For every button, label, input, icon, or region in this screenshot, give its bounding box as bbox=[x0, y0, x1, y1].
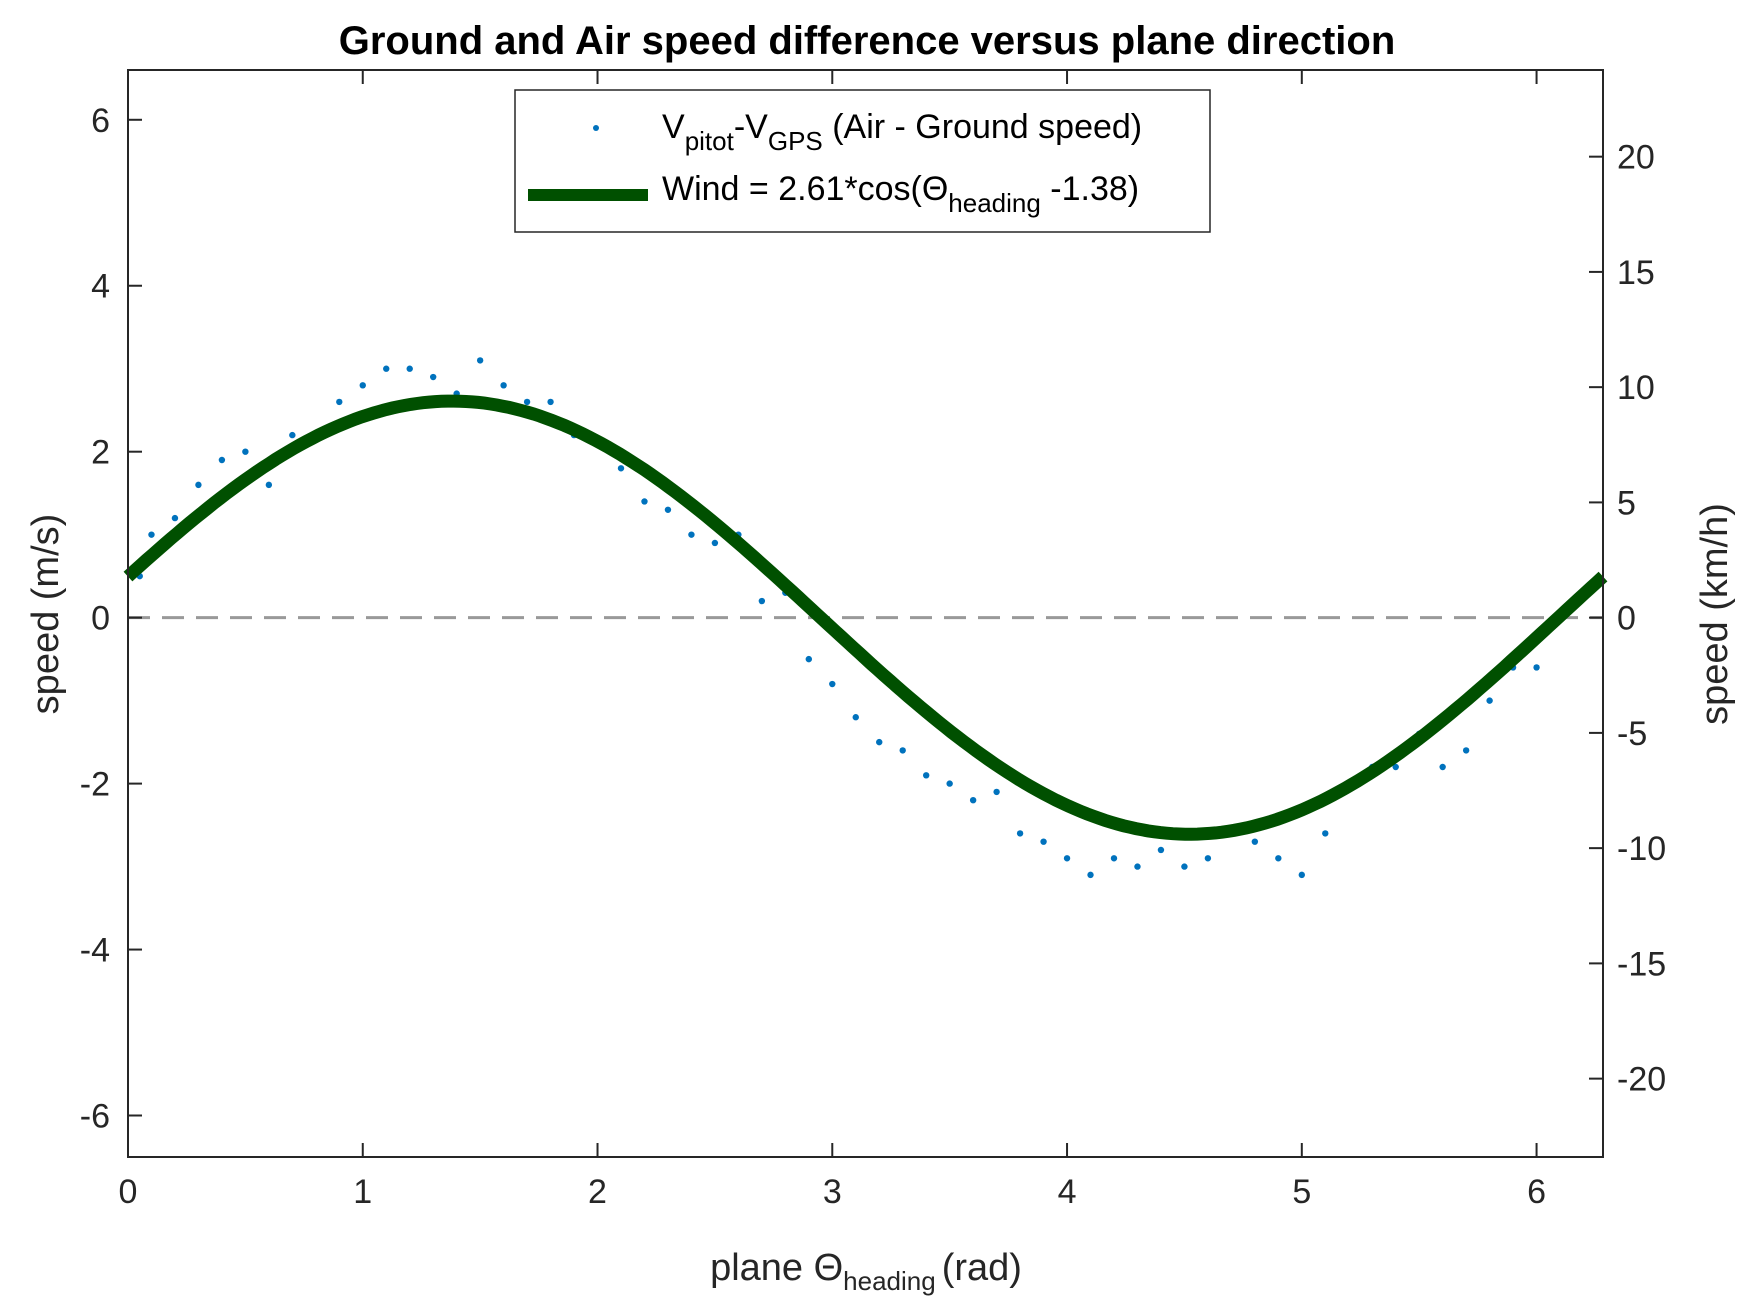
data-point bbox=[711, 539, 719, 547]
legend-marker-scatter bbox=[593, 125, 599, 131]
data-point bbox=[265, 481, 273, 489]
data-point bbox=[1204, 855, 1212, 862]
data-point bbox=[922, 772, 930, 779]
data-point bbox=[946, 780, 953, 787]
data-point bbox=[805, 655, 813, 663]
data-point bbox=[1110, 855, 1118, 862]
x-tick-label: 2 bbox=[588, 1173, 607, 1211]
x-tick-label: 5 bbox=[1292, 1173, 1311, 1211]
x-tick-label: 6 bbox=[1527, 1173, 1546, 1211]
y-tick-label-right: -5 bbox=[1617, 715, 1647, 753]
data-point bbox=[688, 531, 695, 538]
legend: Vpitot-VGPS (Air - Ground speed) Wind = … bbox=[514, 89, 1211, 233]
data-point bbox=[1251, 838, 1259, 845]
x-tick-label: 3 bbox=[823, 1173, 842, 1211]
y-tick-label-right: 15 bbox=[1617, 254, 1655, 292]
data-point bbox=[1486, 697, 1493, 704]
data-point bbox=[1040, 838, 1047, 845]
data-point bbox=[876, 738, 883, 746]
data-point bbox=[969, 796, 977, 804]
legend-label-scatter: Vpitot-VGPS (Air - Ground speed) bbox=[662, 108, 1142, 156]
y-tick-label-left: 2 bbox=[91, 434, 110, 472]
data-point bbox=[1016, 830, 1024, 837]
data-point bbox=[617, 465, 625, 472]
data-point bbox=[829, 680, 836, 688]
plot-area bbox=[128, 70, 1603, 1157]
data-point bbox=[1462, 747, 1470, 754]
y-tick-label-left: 6 bbox=[91, 102, 110, 140]
data-point bbox=[852, 714, 859, 721]
legend-box bbox=[514, 89, 1211, 233]
data-point bbox=[359, 382, 366, 389]
data-point bbox=[1298, 871, 1306, 879]
data-point bbox=[429, 373, 437, 381]
y-tick-label-left: 0 bbox=[91, 600, 110, 638]
x-tick-label: 1 bbox=[353, 1173, 372, 1211]
data-point bbox=[664, 506, 672, 513]
data-point bbox=[1157, 846, 1165, 854]
data-point bbox=[171, 514, 179, 522]
chart-title: Ground and Air speed difference versus p… bbox=[339, 19, 1396, 63]
data-point bbox=[1392, 763, 1399, 771]
data-point bbox=[641, 498, 648, 505]
y-tick-label-left: 4 bbox=[91, 268, 110, 306]
y-tick-label-right: -15 bbox=[1617, 945, 1666, 983]
data-point bbox=[1087, 871, 1094, 879]
data-point bbox=[148, 531, 155, 538]
data-point bbox=[1134, 863, 1141, 870]
data-point bbox=[1533, 664, 1540, 671]
legend-label-fit: Wind = 2.61*cos(Θheading -1.38) bbox=[662, 170, 1139, 218]
data-point bbox=[218, 456, 226, 464]
y-tick-label-right: 10 bbox=[1617, 369, 1655, 407]
data-point bbox=[406, 365, 413, 372]
data-point bbox=[1322, 830, 1329, 837]
data-point bbox=[1439, 763, 1446, 771]
data-point bbox=[1181, 863, 1188, 870]
x-axis-label: plane Θheading (rad) bbox=[710, 1247, 1022, 1296]
data-point bbox=[289, 431, 296, 439]
y-tick-label-left: -4 bbox=[80, 932, 110, 970]
data-point bbox=[993, 788, 1000, 796]
y-tick-label-right: 20 bbox=[1617, 139, 1655, 177]
data-point bbox=[1063, 855, 1071, 862]
data-point bbox=[547, 398, 554, 406]
y-tick-label-right: 0 bbox=[1617, 600, 1636, 638]
data-point bbox=[523, 398, 531, 406]
x-tick-label: 4 bbox=[1058, 1173, 1077, 1211]
data-point bbox=[195, 481, 202, 489]
data-point bbox=[476, 357, 484, 364]
x-tick-label: 0 bbox=[119, 1173, 138, 1211]
data-point bbox=[242, 448, 249, 455]
axes-frame bbox=[127, 69, 1604, 1158]
data-point bbox=[336, 398, 343, 406]
data-point bbox=[758, 597, 766, 605]
y-axis-label-left: speed (m/s) bbox=[25, 514, 67, 715]
y-tick-label-right: 5 bbox=[1617, 484, 1636, 522]
data-point bbox=[500, 382, 507, 389]
y-axis-label-right: speed (km/h) bbox=[1694, 503, 1736, 725]
y-tick-label-right: -20 bbox=[1617, 1061, 1666, 1099]
y-tick-label-left: -2 bbox=[80, 766, 110, 804]
data-point bbox=[899, 747, 906, 754]
data-point bbox=[1275, 855, 1282, 862]
wind-fit-curve bbox=[123, 394, 1608, 841]
y-tick-label-left: -6 bbox=[80, 1098, 110, 1136]
y-tick-label-right: -10 bbox=[1617, 830, 1666, 868]
data-point bbox=[383, 365, 390, 372]
